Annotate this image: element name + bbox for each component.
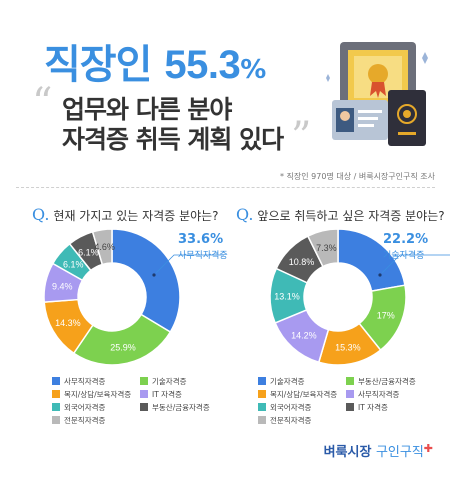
legend-item: 기술자격증: [140, 376, 187, 387]
right-callout-label: 기술자격증: [383, 251, 425, 261]
q-icon: Q.: [32, 205, 50, 224]
slice-value-label: 13.1%: [274, 291, 300, 301]
legend-label: 전문직자격증: [270, 416, 312, 425]
slice-value-label: 4.6%: [94, 242, 115, 252]
q-icon: Q.: [236, 205, 254, 224]
legend-swatch: [52, 390, 60, 398]
legend-swatch: [52, 403, 60, 411]
legend-label: IT 자격증: [152, 390, 182, 399]
subtitle-line-2: 자격증 취득 계획 있다: [62, 125, 284, 154]
left-callout-value: 33.6%: [178, 232, 224, 247]
legend-item: 외국어자격증: [52, 402, 105, 413]
legend-label: 복지/상담/보육자격증: [64, 390, 132, 399]
left-callout-label: 사무직자격증: [178, 251, 228, 261]
headline: 직장인 55.3%: [44, 32, 266, 90]
donut-slice: [111, 228, 181, 334]
legend-item: 사무직자격증: [346, 389, 399, 400]
brand-name-part2: 구인구직: [375, 445, 424, 460]
legend-item: 외국어자격증: [258, 402, 311, 413]
headline-unit: %: [240, 55, 266, 85]
legend-swatch: [258, 403, 266, 411]
legend-swatch: [258, 416, 266, 424]
callout-dot: [152, 273, 156, 277]
right-donut-chart: 17% 15.3% 14.2% 13.1% 10.8%7.3%: [269, 228, 450, 366]
legend-item: 사무직자격증: [52, 376, 105, 387]
legend-swatch: [52, 377, 60, 385]
legend-swatch: [140, 390, 148, 398]
legend-label: 부동산/금융자격증: [358, 377, 416, 386]
legend-item: 전문직자격증: [258, 415, 311, 426]
left-donut-chart: 25.9%14.3%9.4%6.1%6.1%4.6%: [43, 228, 224, 366]
legend-swatch: [258, 390, 266, 398]
subtitle-line-1: 업무와 다른 분야: [62, 95, 232, 124]
slice-value-label: 25.9%: [110, 342, 136, 352]
callout-dot: [378, 273, 382, 277]
right-callout-value: 22.2%: [383, 232, 429, 247]
slice-value-label: 14.2%: [291, 330, 317, 340]
slice-value-label: 10.8%: [289, 257, 315, 267]
headline-value: 55.3: [164, 43, 241, 87]
right-question-text: 앞으로 취득하고 싶은 자격증 분야는?: [257, 209, 445, 223]
certificate-illustration-icon: [326, 42, 428, 146]
legend-swatch: [346, 390, 354, 398]
brand-logo: 벼룩시장 구인구직✚: [324, 441, 433, 460]
headline-prefix: 직장인: [44, 42, 152, 88]
legend-label: 사무직자격증: [358, 390, 400, 399]
slice-value-label: 9.4%: [52, 281, 73, 291]
legend-item: 전문직자격증: [52, 415, 105, 426]
legend-swatch: [140, 403, 148, 411]
survey-note: * 직장인 970명 대상 / 벼룩시장구인구직 조사: [280, 172, 435, 181]
donut-slice: [72, 313, 172, 366]
legend-item: 복지/상담/보육자격증: [258, 389, 337, 400]
section-divider: [16, 187, 435, 188]
legend-item: 복지/상담/보육자격증: [52, 389, 131, 400]
open-quote-icon: “: [32, 80, 53, 126]
close-quote-icon: ”: [291, 114, 312, 160]
callout-leader-line: [155, 254, 224, 274]
legend-label: 전문직자격증: [64, 416, 106, 425]
legend-label: 외국어자격증: [270, 403, 312, 412]
legend-item: IT 자격증: [140, 389, 182, 400]
donut-slice: [91, 228, 113, 266]
legend-swatch: [258, 377, 266, 385]
slice-value-label: 15.3%: [335, 343, 361, 353]
legend-label: 기술자격증: [152, 377, 187, 386]
legend-swatch: [346, 377, 354, 385]
plus-icon: ✚: [423, 442, 433, 455]
slice-value-label: 14.3%: [55, 318, 81, 328]
legend-swatch: [346, 403, 354, 411]
legend-label: 외국어자격증: [64, 403, 106, 412]
legend-item: IT 자격증: [346, 402, 388, 413]
slice-value-label: 7.3%: [316, 243, 337, 253]
slice-value-label: 17%: [377, 310, 395, 320]
legend-label: IT 자격증: [358, 403, 388, 412]
left-question-title: Q. 현재 가지고 있는 자격증 분야는?: [32, 205, 219, 224]
legend-swatch: [140, 377, 148, 385]
legend-item: 기술자격증: [258, 376, 305, 387]
legend-label: 부동산/금융자격증: [152, 403, 210, 412]
legend-item: 부동산/금융자격증: [346, 376, 416, 387]
legend-label: 복지/상담/보육자격증: [270, 390, 338, 399]
brand-name-part1: 벼룩시장: [323, 445, 372, 460]
legend-swatch: [52, 416, 60, 424]
donut-slice: [306, 228, 339, 268]
slice-value-label: 6.1%: [78, 247, 99, 257]
right-question-title: Q. 앞으로 취득하고 싶은 자격증 분야는?: [236, 205, 445, 224]
slice-value-label: 6.1%: [63, 259, 84, 269]
left-question-text: 현재 가지고 있는 자격증 분야는?: [53, 209, 219, 223]
callout-leader-line: [381, 254, 450, 274]
legend-item: 부동산/금융자격증: [140, 402, 210, 413]
legend-label: 사무직자격증: [64, 377, 106, 386]
legend-label: 기술자격증: [270, 377, 305, 386]
